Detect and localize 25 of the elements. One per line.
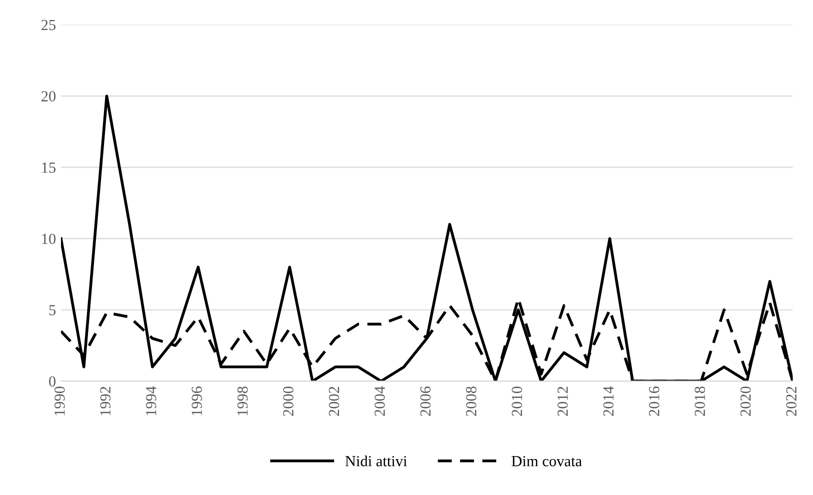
- y-tick-label: 20: [42, 91, 56, 102]
- x-tick-label: 2006: [420, 386, 431, 416]
- x-tick-label: 1998: [237, 386, 248, 416]
- x-tick-label: 2010: [512, 386, 522, 416]
- legend-label: Nidi attivi: [345, 456, 408, 466]
- x-tick-label: 1990: [54, 386, 65, 416]
- x-tick-label: 2012: [558, 386, 568, 416]
- legend-label: Dim covata: [512, 456, 582, 466]
- x-tick-label: 2004: [374, 386, 385, 416]
- x-tick-label: 2002: [328, 386, 340, 416]
- x-tick-label: 2014: [603, 386, 614, 416]
- y-tick-label: 25: [42, 20, 56, 30]
- x-tick-label: 1992: [100, 386, 111, 416]
- x-tick-label: 2020: [740, 386, 751, 416]
- x-tick-label: 2016: [648, 386, 660, 416]
- y-tick-label: 15: [42, 162, 56, 173]
- y-tick-label: 5: [49, 305, 56, 316]
- x-tick-label: 2022: [786, 386, 796, 416]
- x-tick-label: 1994: [146, 386, 156, 416]
- x-tick-label: 2018: [694, 386, 706, 416]
- x-tick-label: 2000: [283, 386, 294, 416]
- x-tick-label: 1996: [192, 386, 202, 416]
- x-tick-label: 2008: [466, 386, 476, 416]
- y-tick-label: 10: [42, 234, 56, 244]
- y-tick-label: 0: [49, 376, 56, 387]
